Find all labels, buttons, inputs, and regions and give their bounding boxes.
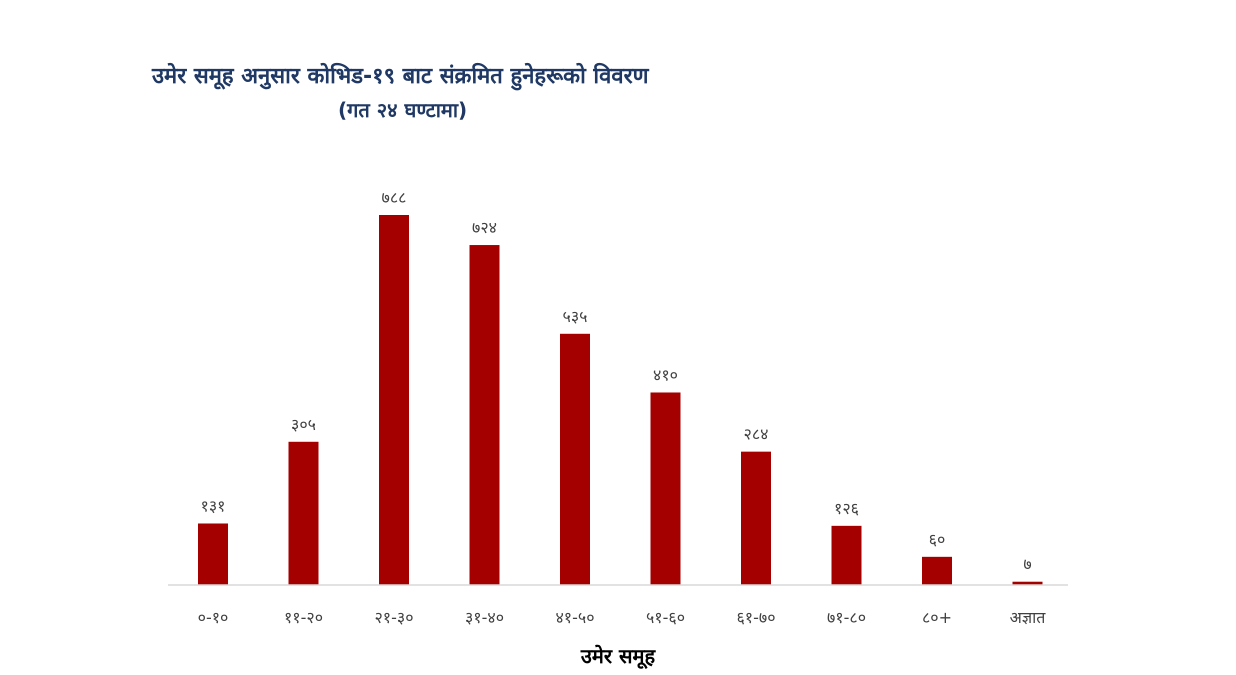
bar [288, 441, 319, 585]
x-tick-label: ७१-८० [827, 608, 866, 627]
data-label: ३०५ [291, 415, 316, 434]
x-tick-label: २१-३० [374, 608, 413, 627]
data-label: ७२४ [472, 218, 497, 237]
bar [650, 392, 681, 585]
bar [831, 525, 862, 585]
bar [1012, 581, 1043, 585]
bar [379, 215, 409, 585]
bar [741, 451, 771, 585]
data-label: १३१ [201, 496, 226, 515]
data-label: १२६ [834, 499, 859, 518]
x-tick-label: ०-१० [198, 608, 229, 627]
data-label: ४१० [653, 365, 678, 384]
bars-group [198, 215, 1043, 585]
x-tick-label: अज्ञात [1010, 608, 1047, 627]
x-tick-label: ३१-४० [465, 608, 504, 627]
bar [469, 245, 500, 585]
x-tick-label: ५१-६० [646, 608, 685, 627]
data-labels-group: १३१ ३०५ ७८८ ७२४ ५३५ ४१० २८४ १२६ ६० ७ [201, 188, 1032, 574]
x-tick-label: ११-२० [284, 608, 323, 627]
data-label: २८४ [744, 425, 769, 444]
chart-title: उमेर समूह अनुसार कोभिड-१९ बाट संक्रमित ह… [152, 64, 649, 89]
data-label: ६० [929, 530, 946, 549]
x-tick-labels-group: ०-१० ११-२० २१-३० ३१-४० ४१-५० ५१-६० ६१-७० ७१-८० ८… [198, 608, 1047, 627]
bar [922, 556, 952, 585]
chart-subtitle: (गत २४ घण्टामा) [338, 98, 468, 122]
x-tick-label: ४१-५० [555, 608, 594, 627]
x-tick-label: ६१-७० [736, 608, 775, 627]
x-tick-label: ८०+ [922, 608, 952, 627]
bar [198, 523, 228, 585]
data-label: ५३५ [563, 307, 588, 326]
data-label: ७८८ [382, 188, 407, 207]
data-label: ७ [1023, 555, 1031, 574]
bar [560, 333, 590, 585]
x-axis-title: उमेर समूह [580, 644, 657, 669]
